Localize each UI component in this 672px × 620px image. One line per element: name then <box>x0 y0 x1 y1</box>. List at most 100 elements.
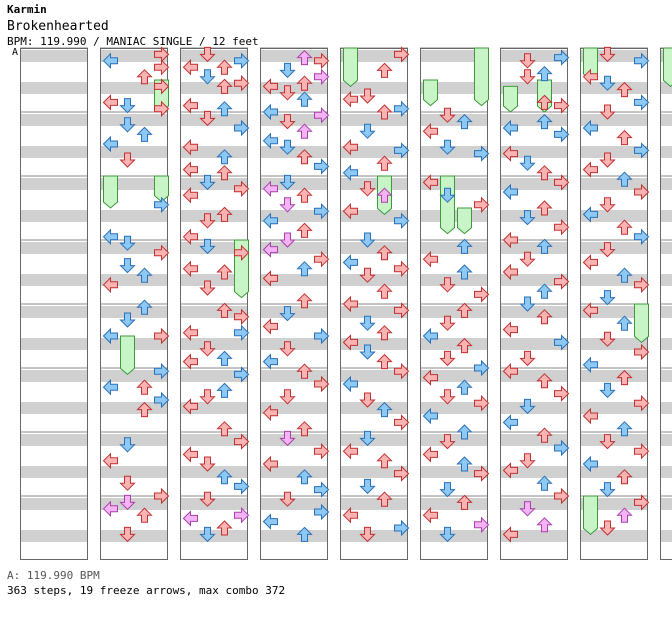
step-arrow-left <box>182 138 198 156</box>
step-arrow-right <box>554 174 570 191</box>
chart-column <box>660 47 672 560</box>
beat-stripe <box>100 114 168 126</box>
step-arrow-down <box>359 392 376 408</box>
step-arrow-left <box>342 164 358 182</box>
bpm-change-marker: A <box>12 47 19 58</box>
step-arrow-left <box>422 506 438 524</box>
step-arrow-up <box>136 126 153 142</box>
beat-stripe <box>660 274 672 286</box>
step-arrow-right <box>634 94 650 111</box>
beat-stripe <box>420 530 488 542</box>
beat-stripe <box>20 338 88 350</box>
step-arrow-left <box>262 270 278 287</box>
beat-stripe <box>500 210 568 222</box>
step-arrow-down <box>359 88 376 104</box>
freeze-arrow <box>583 495 598 536</box>
freeze-arrow <box>120 335 135 376</box>
step-arrow-right <box>154 487 170 505</box>
step-arrow-right <box>314 158 330 175</box>
step-arrow-left <box>422 122 438 140</box>
step-arrow-right <box>234 308 250 326</box>
step-arrow-up <box>536 94 553 110</box>
freeze-arrow <box>457 207 472 235</box>
step-arrow-up <box>616 171 633 187</box>
footer-step-stats: 363 steps, 19 freeze arrows, max combo 3… <box>7 584 286 597</box>
beat-stripe <box>580 146 648 158</box>
step-arrow-left <box>582 302 598 319</box>
step-arrow-right <box>314 52 330 70</box>
step-arrow-down <box>119 475 136 491</box>
step-arrow-left <box>582 356 598 374</box>
step-arrow-left <box>342 254 358 271</box>
step-arrow-left <box>582 206 598 223</box>
step-arrow-right <box>634 228 650 246</box>
step-arrow-left <box>182 58 198 76</box>
step-arrow-right <box>634 394 650 412</box>
step-arrow-right <box>314 202 330 220</box>
step-arrow-up <box>616 315 633 331</box>
beat-stripe <box>180 306 248 318</box>
beat-stripe <box>340 306 408 318</box>
step-arrow-left <box>102 276 118 294</box>
step-arrow-down <box>359 344 376 360</box>
step-arrow-up <box>536 475 553 491</box>
beat-stripe <box>260 338 328 350</box>
step-arrow-right <box>554 126 570 143</box>
step-arrow-right <box>634 442 650 460</box>
step-arrow-down <box>119 258 136 274</box>
beat-stripe <box>100 466 168 478</box>
step-arrow-left <box>102 52 118 70</box>
beat-stripe <box>660 370 672 382</box>
step-arrow-up <box>216 264 233 280</box>
beat-stripe <box>420 498 488 510</box>
step-arrow-up <box>296 123 313 139</box>
step-arrow-down <box>599 331 616 347</box>
beat-stripe <box>100 434 168 446</box>
step-arrow-down <box>519 350 536 367</box>
step-arrow-up <box>616 267 633 283</box>
freeze-arrow <box>474 47 489 107</box>
step-arrow-down <box>279 389 296 405</box>
step-arrow-right <box>474 516 490 534</box>
step-arrow-down <box>599 104 616 120</box>
step-arrow-left <box>102 228 118 246</box>
beat-stripe <box>260 370 328 382</box>
beat-stripe <box>420 338 488 350</box>
step-arrow-left <box>102 452 118 470</box>
freeze-arrow <box>103 175 118 209</box>
freeze-arrow <box>440 175 455 235</box>
step-arrow-left <box>262 455 278 473</box>
step-arrow-down <box>279 341 296 357</box>
freeze-arrow <box>503 85 518 113</box>
step-arrow-right <box>554 439 570 457</box>
step-arrow-up <box>296 91 313 107</box>
step-arrow-up <box>376 491 393 507</box>
beat-stripe <box>580 114 648 126</box>
beat-stripe <box>340 242 408 254</box>
beat-stripe <box>340 114 408 126</box>
step-arrow-right <box>154 58 170 76</box>
step-arrow-down <box>279 197 296 213</box>
beat-stripe <box>660 114 672 126</box>
step-arrow-down <box>439 526 456 543</box>
beat-stripe <box>260 434 328 446</box>
step-arrow-right <box>394 465 410 482</box>
beat-stripe <box>660 530 672 542</box>
step-arrow-right <box>314 503 330 521</box>
step-arrow-up <box>136 379 153 395</box>
chart-column <box>100 46 170 560</box>
chart-column <box>580 46 650 560</box>
beat-stripe <box>580 274 648 286</box>
step-arrow-down <box>199 456 216 472</box>
step-arrow-down <box>519 453 536 469</box>
step-arrow-up <box>216 149 233 165</box>
step-arrow-down <box>199 526 216 543</box>
step-arrow-right <box>234 433 250 450</box>
step-arrow-down <box>439 139 456 155</box>
beat-stripe <box>420 402 488 414</box>
step-arrow-down <box>519 210 536 226</box>
beat-stripe <box>500 306 568 318</box>
step-arrow-right <box>474 465 490 482</box>
step-arrow-up <box>136 299 153 315</box>
step-arrow-right <box>634 142 650 159</box>
